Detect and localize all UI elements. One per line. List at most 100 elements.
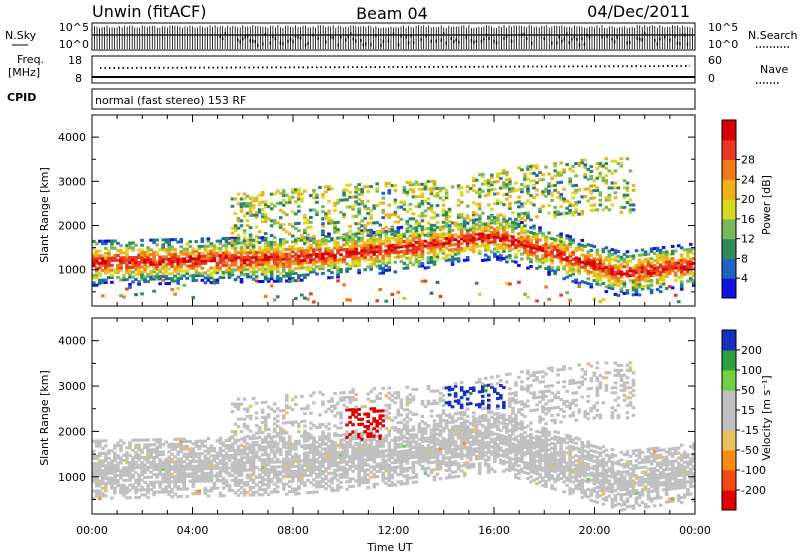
velocity-cell	[312, 468, 316, 472]
power-cell	[622, 260, 627, 264]
power-cell	[128, 270, 132, 274]
power-cell	[459, 232, 464, 236]
power-cell	[248, 206, 253, 210]
power-cell	[456, 252, 461, 256]
power-cell	[435, 186, 440, 191]
velocity-cell	[227, 446, 232, 450]
power-cell	[688, 259, 693, 263]
power-cell	[375, 233, 380, 237]
velocity-cell	[167, 455, 171, 459]
power-cell	[363, 253, 367, 257]
velocity-cell	[266, 473, 271, 477]
velocity-cell	[119, 458, 123, 463]
velocity-cell	[248, 404, 253, 408]
power-cell	[492, 187, 497, 191]
power-cell	[556, 173, 560, 177]
power-cell	[604, 246, 609, 250]
power-cell	[266, 270, 271, 274]
power-cell	[616, 293, 621, 297]
power-cell	[137, 260, 141, 264]
power-cell	[538, 245, 542, 249]
power-cell	[348, 264, 352, 268]
power-cell	[357, 197, 361, 201]
power-cell	[453, 242, 458, 247]
power-cell	[227, 270, 232, 274]
power-cell	[414, 260, 419, 264]
velocity-cell	[119, 438, 123, 443]
velocity-cell	[185, 472, 190, 476]
power-cell	[402, 203, 407, 207]
power-cell	[432, 253, 437, 257]
power-cell	[119, 278, 123, 282]
power-cell	[589, 208, 594, 212]
power-cell	[312, 196, 316, 200]
power-cell	[342, 193, 346, 197]
power-cell	[245, 255, 250, 260]
power-cell	[529, 172, 533, 176]
power-cell	[381, 256, 386, 260]
power-cell	[152, 275, 156, 279]
power-cell	[492, 202, 497, 206]
colorbar-tick-label: 4	[741, 272, 748, 285]
colorbar-segment	[722, 218, 736, 240]
velocity-cell	[143, 470, 147, 474]
velocity-cell	[218, 479, 223, 483]
power-cell	[622, 193, 627, 197]
velocity-cell	[312, 490, 316, 494]
velocity-cell	[206, 464, 211, 468]
power-cell	[601, 297, 606, 302]
velocity-cell	[324, 457, 328, 461]
power-cell	[254, 225, 259, 229]
velocity-cell	[275, 460, 280, 464]
velocity-cell	[303, 447, 307, 451]
power-cell	[453, 247, 458, 251]
velocity-cell	[146, 455, 150, 459]
velocity-cell	[236, 417, 241, 421]
power-cell	[281, 223, 286, 227]
power-cell	[357, 271, 361, 275]
power-cell	[577, 269, 582, 273]
power-cell	[520, 212, 524, 216]
velocity-cell	[161, 467, 165, 472]
power-cell	[634, 285, 639, 289]
power-cell	[417, 262, 422, 266]
velocity-cell	[167, 490, 171, 494]
power-cell	[646, 279, 651, 283]
velocity-cell	[206, 456, 211, 461]
power-cell	[260, 215, 265, 219]
power-cell	[640, 265, 645, 269]
power-cell	[547, 182, 551, 186]
velocity-cell	[248, 468, 253, 472]
power-cell	[92, 283, 96, 287]
power-cell	[667, 259, 672, 263]
power-cell	[98, 239, 102, 243]
power-cell	[459, 200, 464, 204]
velocity-cell	[113, 479, 117, 483]
power-cell	[465, 228, 470, 232]
power-cell	[260, 270, 265, 274]
power-cell	[294, 257, 298, 261]
power-cell	[691, 252, 696, 256]
power-cell	[688, 264, 693, 268]
power-cell	[411, 195, 416, 199]
velocity-cell	[284, 460, 289, 464]
power-cell	[251, 267, 256, 272]
power-cell	[357, 256, 361, 260]
power-cell	[257, 260, 262, 264]
power-cell	[640, 277, 645, 281]
power-cell	[526, 256, 530, 260]
power-cell	[372, 206, 377, 210]
power-cell	[562, 240, 566, 244]
power-cell	[637, 278, 642, 282]
power-cell	[354, 214, 358, 218]
velocity-cell	[287, 467, 292, 471]
power-cell	[601, 269, 606, 273]
power-cell	[489, 207, 494, 211]
power-cell	[312, 191, 316, 195]
power-cell	[649, 274, 654, 278]
cpid-panel	[91, 88, 696, 110]
power-cell	[167, 267, 171, 271]
power-cell	[155, 250, 159, 254]
power-cell	[658, 251, 663, 255]
power-cell	[574, 162, 579, 166]
